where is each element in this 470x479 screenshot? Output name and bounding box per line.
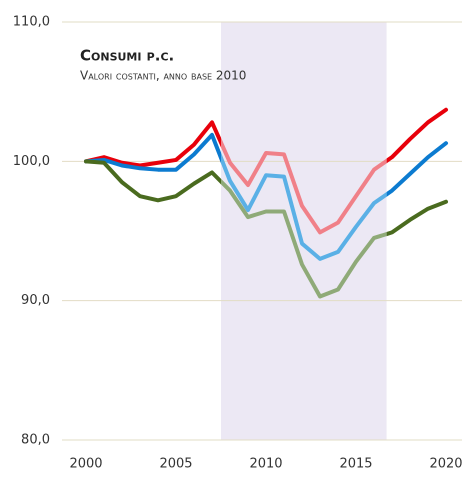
x-tick-label: 2005	[159, 457, 192, 472]
x-tick-label: 2010	[249, 457, 282, 472]
highlight-band	[221, 22, 387, 440]
axis-labels: 80,0 90,0 100,0 110,0 2000 2005 2010 2015 2020	[13, 15, 463, 472]
y-tick-label: 110,0	[13, 15, 50, 30]
series-line-highlight	[221, 152, 387, 261]
y-tick-label: 80,0	[21, 433, 50, 448]
x-tick-label: 2020	[429, 457, 462, 472]
background	[221, 22, 387, 440]
lines	[84, 107, 448, 299]
chart-title: Consumi p.c.	[80, 47, 174, 65]
x-tick-label: 2000	[69, 457, 102, 472]
chart-subtitle: Valori costanti, anno base 2010	[80, 69, 246, 83]
y-tick-label: 100,0	[13, 154, 50, 169]
y-tick-label: 90,0	[21, 293, 50, 308]
series-line-highlight	[221, 178, 387, 299]
series-line-highlight	[221, 137, 387, 235]
x-tick-label: 2015	[339, 457, 372, 472]
